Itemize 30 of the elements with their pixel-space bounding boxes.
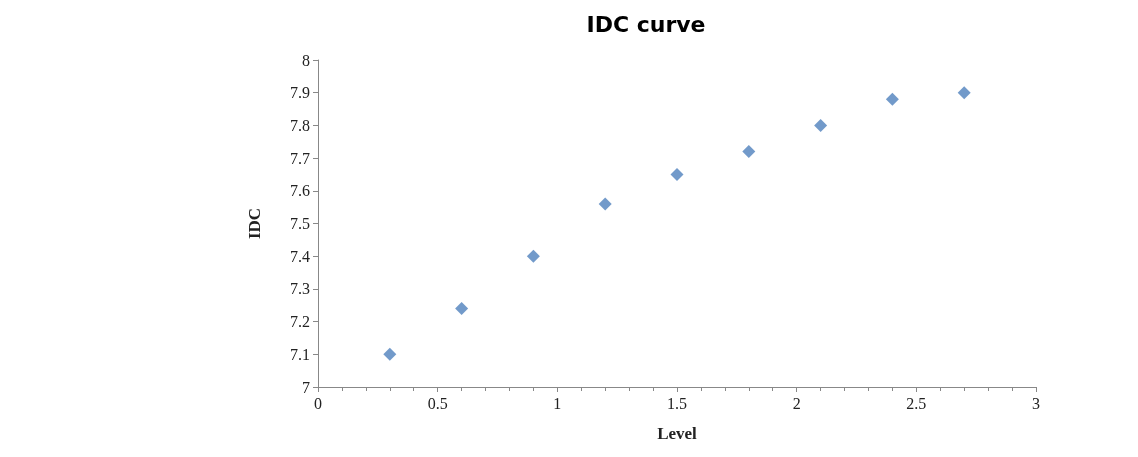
point [814,118,828,132]
y-tick-label: 7.2 [290,313,310,331]
y-tick-label: 7 [302,378,310,396]
x-axis-title: Level [657,424,698,443]
y-tick-label: 7.7 [290,149,310,167]
y-axis-title: IDC [245,207,264,240]
point [455,302,469,316]
y-tick-label: 7.3 [290,280,310,298]
point [526,249,540,263]
point [742,145,756,159]
point [383,347,397,361]
y-tick-label: 7.6 [290,182,310,200]
point [957,86,971,100]
x-tick-label: 3 [1032,394,1040,412]
x-tick-label: 1.5 [667,394,687,412]
x-tick-label: 2.5 [906,394,927,412]
x-tick-label: 0.5 [427,394,448,412]
x-tick-label: 1 [553,394,562,412]
y-tick-label: 7.8 [290,116,310,134]
x-tick-label: 0 [314,394,322,412]
y-tick-label: 7.5 [290,215,310,232]
point [598,197,612,211]
point [885,92,899,106]
y-tick-label: 7.4 [290,247,310,265]
point [670,167,684,181]
chart-title: IDC curve [586,11,706,37]
y-tick-label: 8 [302,51,310,69]
x-tick-label: 2 [792,394,801,412]
y-tick-label: 7.1 [290,345,310,363]
y-tick-label: 7.9 [290,84,310,102]
